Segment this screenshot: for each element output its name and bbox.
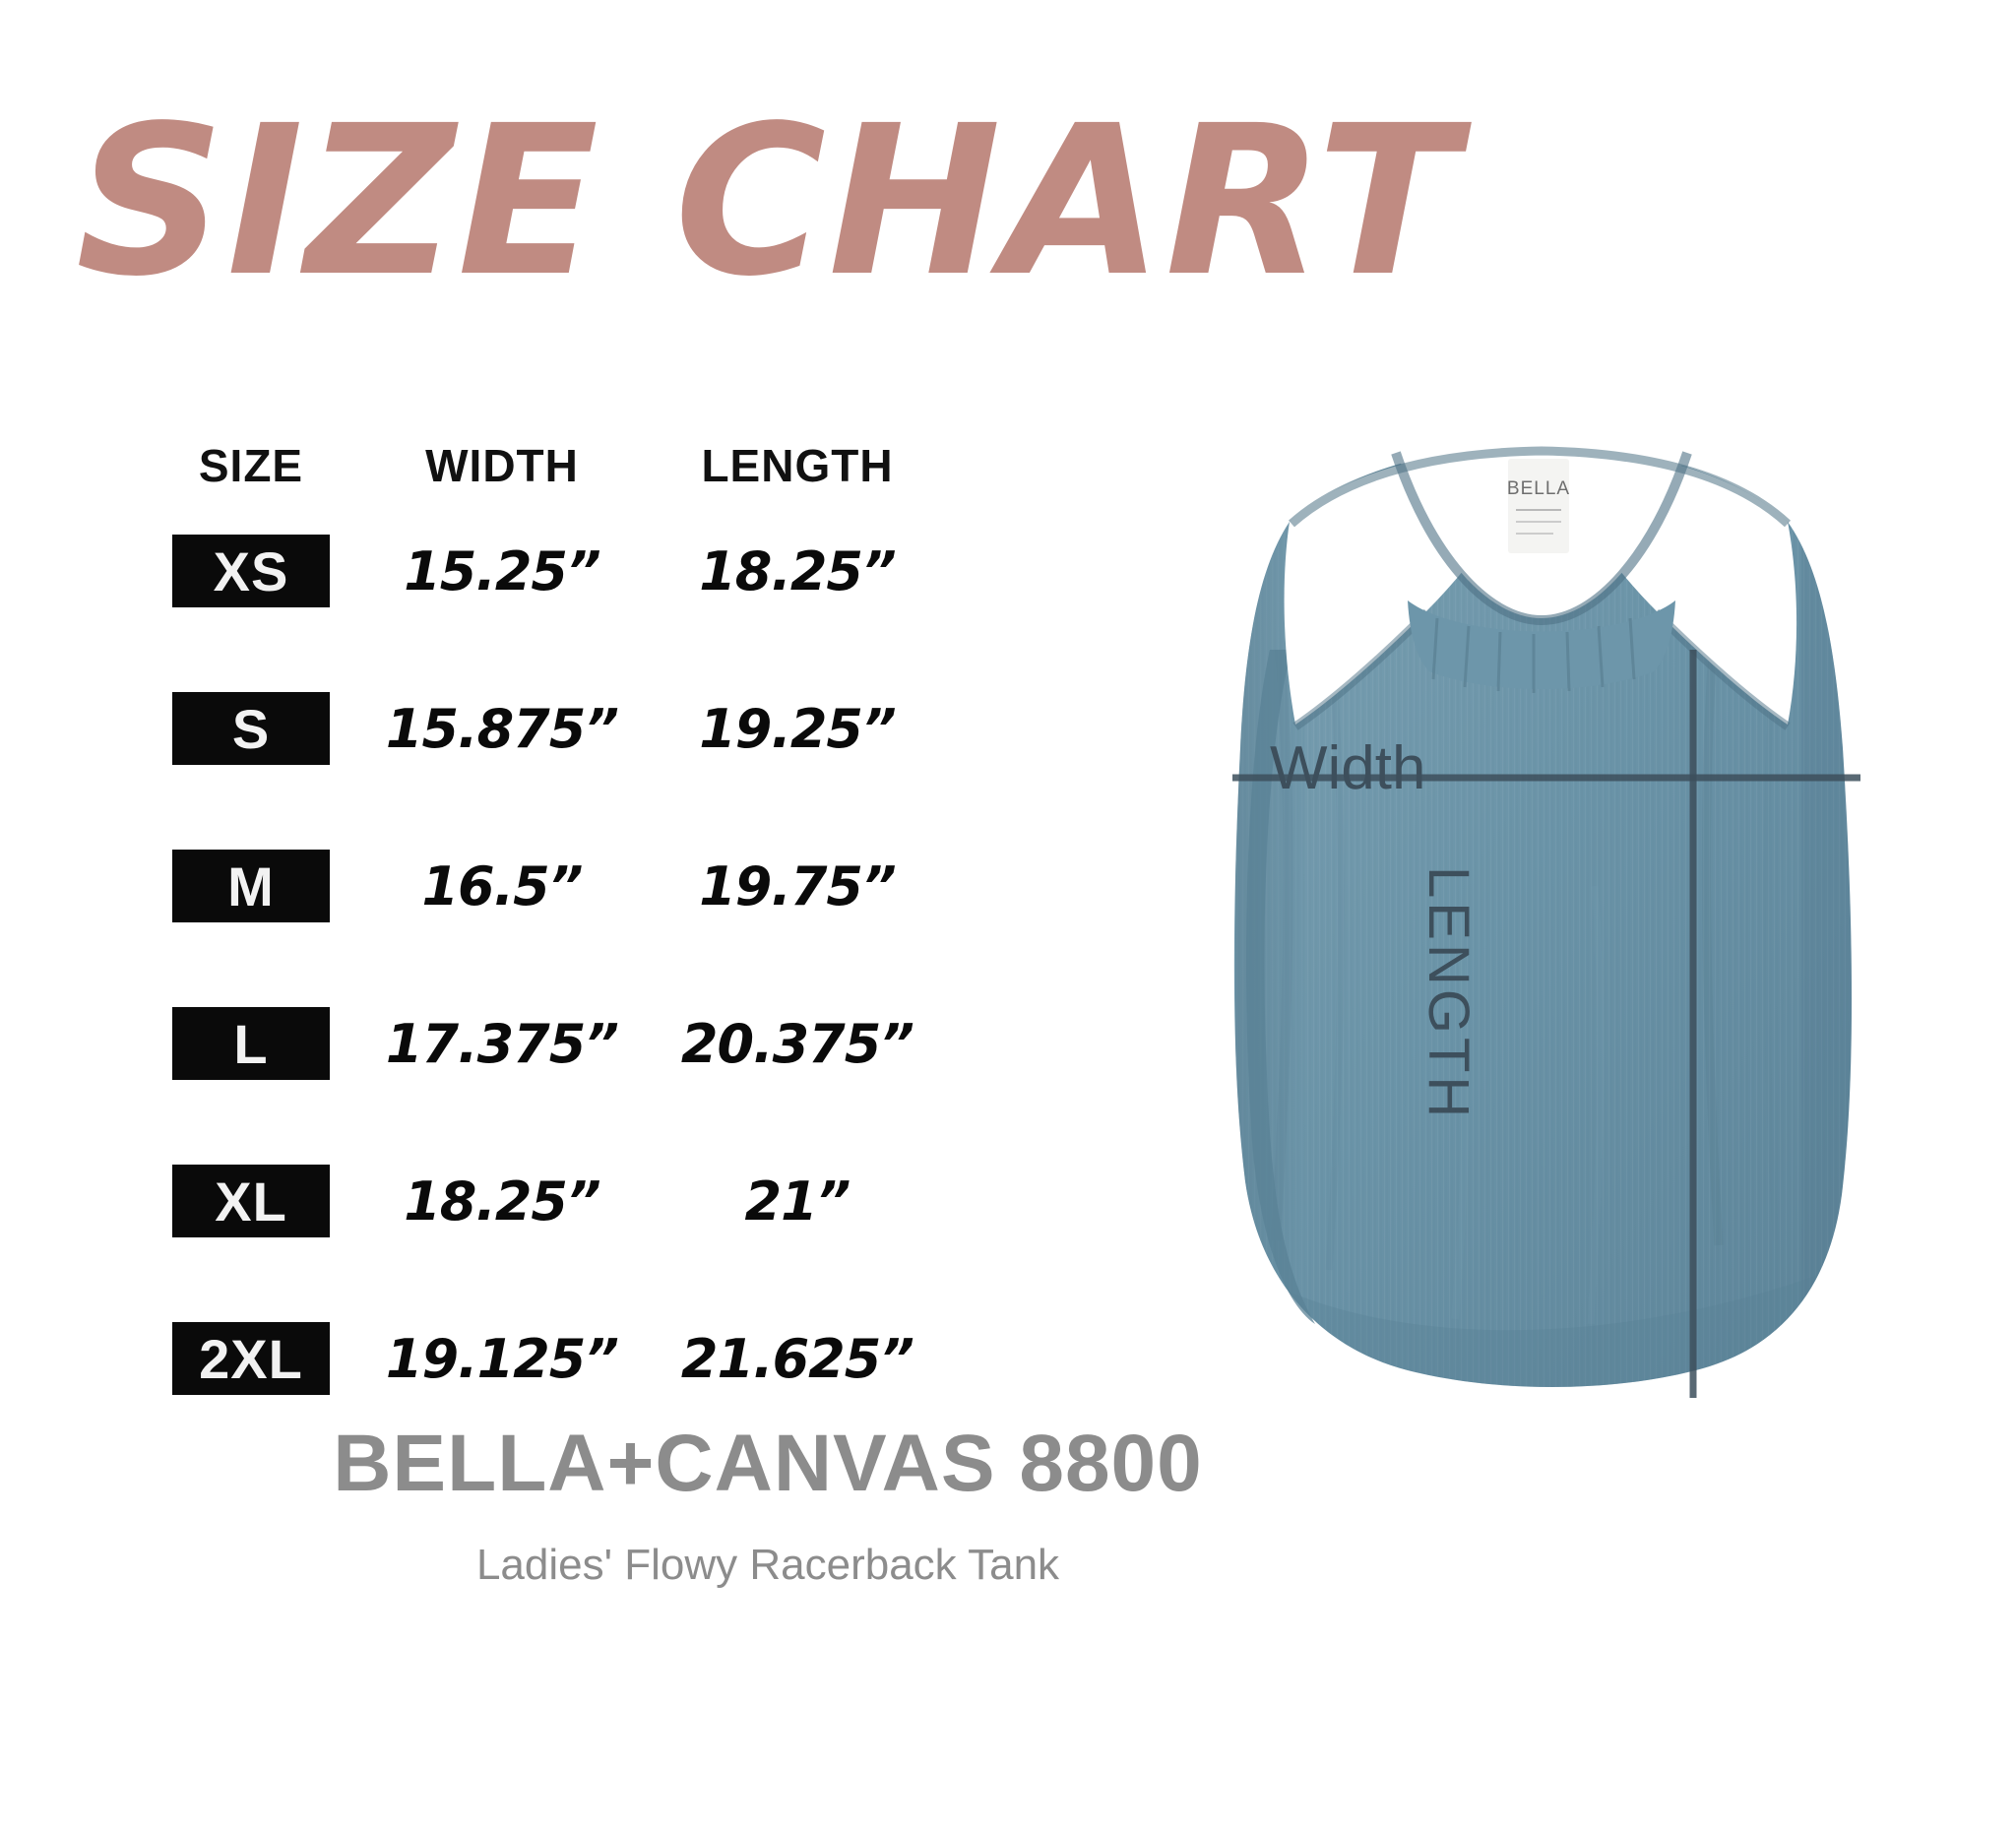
size-badge: 2XL	[172, 1322, 330, 1395]
table-row: S 15.875” 19.25”	[148, 650, 994, 807]
size-badge: XL	[172, 1165, 330, 1237]
product-description: Ladies' Flowy Racerback Tank	[475, 1541, 1060, 1589]
size-badge: XS	[172, 535, 330, 607]
table-row: XL 18.25” 21”	[148, 1122, 994, 1280]
table-row: M 16.5” 19.75”	[148, 807, 994, 965]
column-header-width: WIDTH	[425, 440, 579, 491]
size-badge-cell: XL	[148, 1165, 354, 1237]
table-row: XS 15.25” 18.25”	[148, 492, 994, 650]
svg-text:BELLA: BELLA	[1507, 478, 1570, 499]
table-header-row: SIZE WIDTH LENGTH	[148, 423, 994, 492]
size-badge-cell: S	[148, 692, 354, 765]
garment-length-label: LENGTH	[1417, 866, 1480, 1122]
length-value: 21.625”	[680, 1327, 914, 1390]
column-header-size: SIZE	[198, 440, 304, 491]
size-badge: L	[172, 1007, 330, 1080]
length-value: 21”	[744, 1169, 851, 1233]
size-badge-cell: L	[148, 1007, 354, 1080]
size-badge-cell: 2XL	[148, 1322, 354, 1395]
length-value: 20.375”	[680, 1012, 914, 1075]
size-table: SIZE WIDTH LENGTH XS 15.25” 18.25” S 15.…	[148, 423, 994, 1437]
width-value: 15.25”	[404, 539, 601, 602]
width-value: 17.375”	[385, 1012, 619, 1075]
table-row: L 17.375” 20.375”	[148, 965, 994, 1122]
size-badge: S	[172, 692, 330, 765]
garment-width-label: Width	[1270, 734, 1426, 802]
width-value: 16.5”	[421, 854, 583, 917]
size-badge-cell: XS	[148, 535, 354, 607]
tank-top-image: BELLA	[1083, 354, 1890, 1427]
length-value: 18.25”	[699, 539, 897, 602]
width-value: 19.125”	[385, 1327, 619, 1390]
size-badge-cell: M	[148, 850, 354, 922]
brand-name: BELLA+CANVAS 8800	[333, 1419, 1203, 1508]
width-value: 18.25”	[404, 1169, 601, 1233]
width-value: 15.875”	[385, 697, 619, 760]
length-value: 19.75”	[699, 854, 897, 917]
page-title: SIZE CHART	[75, 81, 1461, 322]
table-row: 2XL 19.125” 21.625”	[148, 1280, 994, 1437]
length-value: 19.25”	[699, 697, 897, 760]
size-badge: M	[172, 850, 330, 922]
column-header-length: LENGTH	[701, 440, 894, 491]
